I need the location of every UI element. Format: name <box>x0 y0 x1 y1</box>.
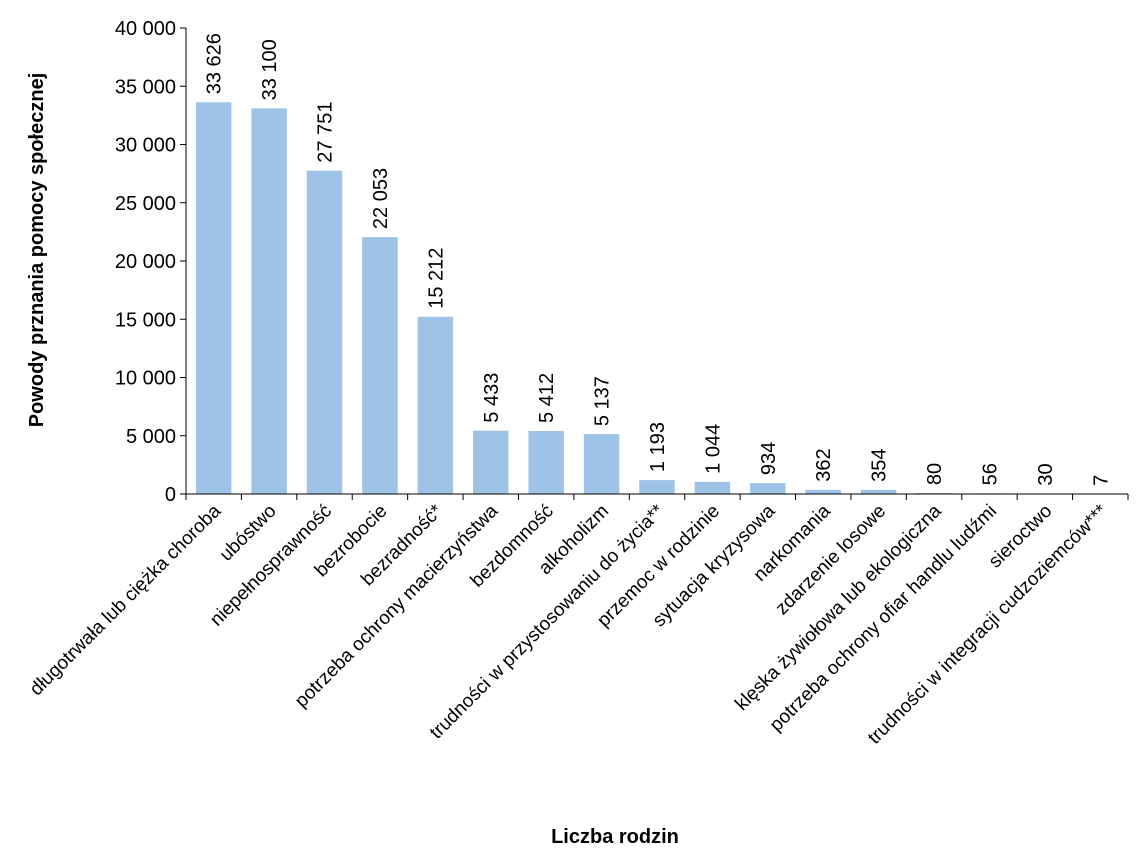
data-label: 1 193 <box>647 422 669 472</box>
y-tick-label: 35 000 <box>115 76 176 98</box>
bar <box>528 430 564 494</box>
bar <box>694 481 731 494</box>
y-axis-title: Powody prznania pomocy społecznej <box>26 73 48 428</box>
bar <box>306 170 343 494</box>
data-label: 30 <box>1035 463 1057 485</box>
data-label: 5 137 <box>592 376 614 426</box>
bar <box>362 237 398 494</box>
data-label: 5 433 <box>481 373 503 423</box>
data-label: 362 <box>813 448 835 481</box>
x-tick-label: długotrwała lub ciężka choroba <box>26 500 226 700</box>
data-label: 33 626 <box>204 33 226 94</box>
data-label: 354 <box>869 449 891 482</box>
data-label: 80 <box>924 463 946 485</box>
data-label: 56 <box>979 463 1001 485</box>
y-tick-label: 5 000 <box>126 426 176 448</box>
bar <box>750 483 786 494</box>
data-label: 27 751 <box>315 102 337 163</box>
data-label: 22 053 <box>370 168 392 229</box>
y-axis: 0 5 000 10 000 15 000 20 000 25 000 30 000 35 0… <box>115 18 187 506</box>
y-tick-label: 40 000 <box>115 18 176 40</box>
value-labels: 33 626 33 100 27 751 22 053 15 212 5 433 5 412… <box>204 33 1113 486</box>
y-tick-label: 15 000 <box>115 309 176 331</box>
y-tick-label: 20 000 <box>115 251 176 273</box>
bar <box>251 108 287 494</box>
data-label: 1 044 <box>702 424 724 474</box>
y-tick-label: 25 000 <box>115 193 176 215</box>
y-tick-label: 30 000 <box>115 135 176 157</box>
bar <box>473 430 509 494</box>
data-label: 15 212 <box>425 248 447 309</box>
data-label: 5 412 <box>536 373 558 423</box>
bar <box>417 316 454 494</box>
x-axis-title: Liczba rodzin <box>551 826 679 848</box>
x-axis <box>185 493 1129 500</box>
category-labels: długotrwała lub ciężka chorobaubóstwonie… <box>26 500 1112 748</box>
y-tick-label: 10 000 <box>115 368 176 390</box>
bar <box>195 102 232 494</box>
bar <box>639 480 675 494</box>
x-tick-label: potrzeba ochrony macierzyństwa <box>291 500 503 712</box>
y-tick-label: 0 <box>165 484 176 506</box>
data-label: 934 <box>758 442 780 475</box>
bar <box>583 434 620 494</box>
bar <box>860 489 897 494</box>
data-label: 7 <box>1090 475 1112 486</box>
bar <box>805 489 841 494</box>
data-label: 33 100 <box>259 39 281 100</box>
bars <box>195 102 1119 495</box>
